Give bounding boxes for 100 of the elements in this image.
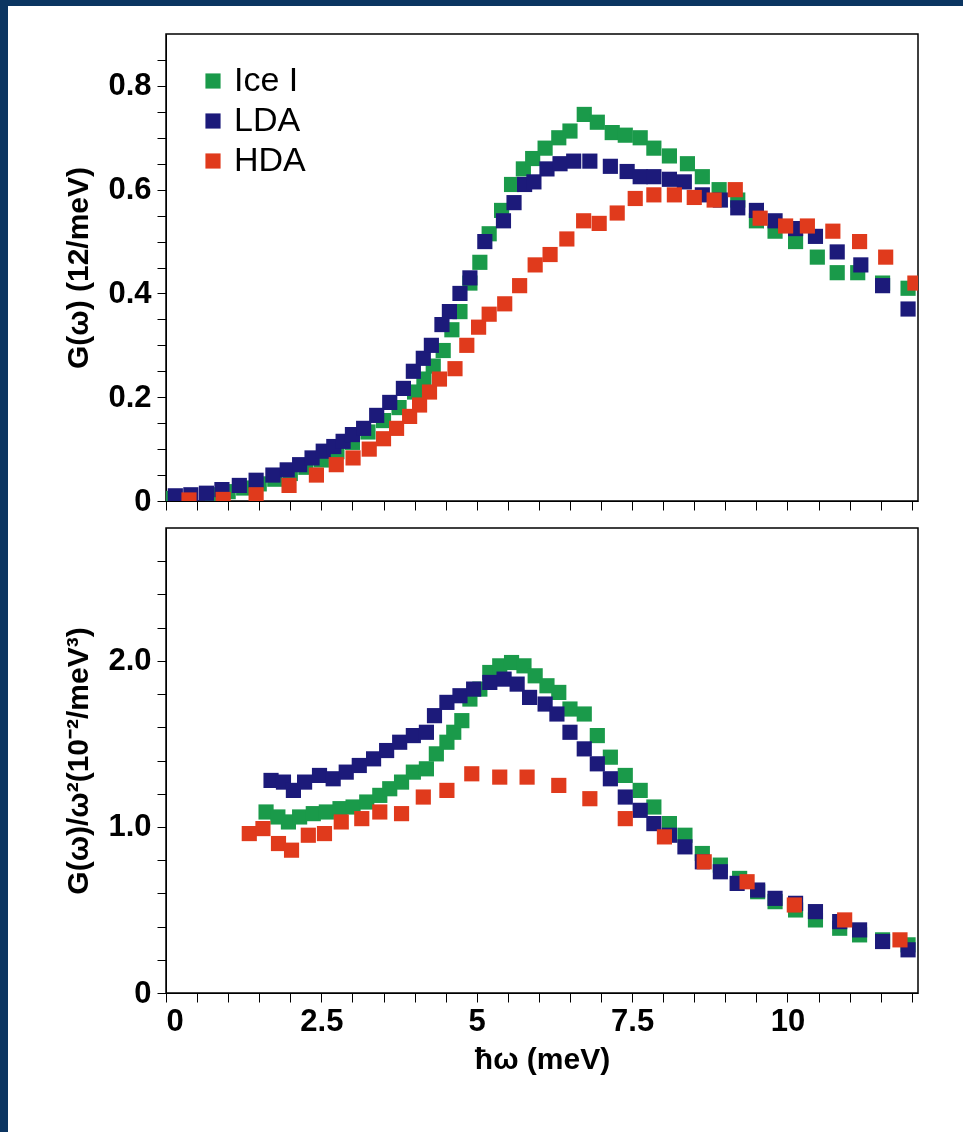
point — [778, 218, 794, 234]
point — [248, 487, 264, 501]
point — [549, 706, 565, 722]
point — [551, 777, 567, 793]
point — [392, 734, 408, 750]
point — [706, 192, 722, 208]
point — [325, 771, 341, 787]
point — [297, 774, 313, 790]
point — [464, 766, 480, 782]
point — [379, 742, 395, 759]
point — [562, 724, 578, 740]
point — [566, 153, 582, 169]
point — [472, 254, 488, 270]
point — [255, 821, 271, 837]
point — [375, 431, 392, 447]
point — [627, 190, 643, 207]
point — [807, 904, 824, 920]
point — [526, 174, 542, 190]
point — [452, 688, 468, 704]
legend-label: HDA — [234, 140, 307, 178]
y-tick-label: 0 — [134, 974, 152, 1010]
x-tick-label: 5 — [468, 1002, 486, 1038]
point — [694, 169, 710, 185]
point — [829, 265, 845, 281]
point — [589, 756, 605, 772]
point — [576, 106, 592, 123]
point — [591, 215, 607, 231]
point — [666, 187, 682, 203]
point — [265, 467, 281, 483]
point — [447, 361, 463, 377]
point — [525, 150, 541, 167]
x-tick-label: 10 — [770, 1002, 806, 1038]
point — [661, 171, 677, 187]
point — [454, 713, 470, 729]
point — [727, 182, 743, 198]
point — [365, 751, 382, 767]
point — [837, 912, 853, 928]
y-axis-title: G(ω) (12/meV) — [61, 166, 95, 370]
point — [809, 249, 825, 265]
point — [730, 200, 746, 216]
point — [892, 932, 908, 948]
point — [617, 127, 633, 143]
point — [617, 789, 633, 805]
point — [466, 681, 482, 697]
point — [646, 816, 662, 832]
point — [462, 270, 478, 286]
point — [477, 233, 493, 250]
point — [799, 218, 815, 234]
point — [829, 244, 845, 260]
point — [646, 187, 662, 203]
point — [676, 174, 692, 190]
point — [441, 304, 457, 320]
point — [198, 485, 214, 501]
point — [602, 771, 618, 787]
point — [519, 769, 535, 785]
point — [452, 285, 468, 302]
point — [852, 922, 868, 938]
point — [589, 114, 605, 130]
point — [576, 741, 592, 757]
y-tick-label: 0.8 — [108, 67, 152, 103]
point — [300, 827, 316, 843]
point — [516, 658, 532, 674]
point — [686, 189, 702, 206]
point — [509, 676, 525, 692]
x-tick-label: 7.5 — [611, 1002, 655, 1038]
point — [537, 140, 553, 156]
point — [405, 363, 421, 379]
point — [395, 380, 411, 396]
point — [853, 257, 869, 273]
point — [393, 806, 410, 822]
point — [356, 420, 372, 436]
point — [602, 749, 618, 765]
point — [632, 782, 648, 798]
x-tick-label: 2.5 — [300, 1002, 344, 1038]
point — [471, 319, 487, 335]
point — [316, 825, 333, 842]
point — [423, 337, 439, 353]
point — [418, 761, 434, 777]
point — [497, 296, 513, 312]
point — [421, 384, 438, 400]
legend-label: LDA — [234, 100, 301, 138]
point — [506, 195, 522, 211]
point — [345, 450, 361, 466]
point — [551, 684, 567, 700]
point — [582, 153, 598, 169]
point — [609, 205, 625, 221]
point — [646, 799, 662, 815]
point — [311, 767, 328, 784]
point — [900, 301, 916, 317]
point — [677, 839, 693, 855]
y-tick-label: 2.0 — [108, 642, 152, 678]
point — [661, 148, 677, 164]
point — [537, 696, 553, 712]
point — [767, 890, 783, 906]
point — [439, 782, 455, 798]
point — [431, 371, 448, 387]
point — [825, 223, 841, 239]
point — [393, 774, 410, 790]
point — [328, 457, 344, 473]
point — [739, 874, 755, 890]
